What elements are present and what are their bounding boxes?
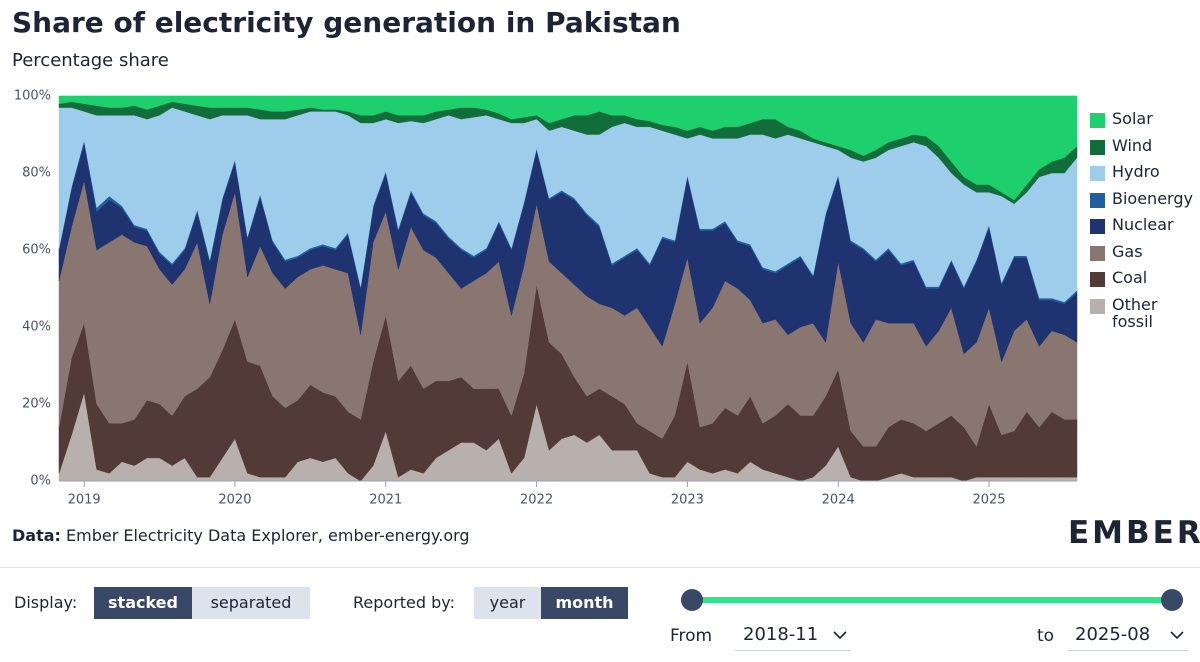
legend-label: Wind	[1112, 135, 1153, 155]
display-button[interactable]: separated	[192, 587, 310, 619]
legend-label: Gas	[1112, 241, 1143, 261]
y-tick-label: 40%	[22, 320, 51, 335]
legend-label: Bioenergy	[1112, 188, 1193, 208]
from-label: From	[670, 626, 713, 646]
legend-item: Hydro	[1090, 163, 1200, 190]
area	[58, 95, 1078, 201]
legend-label: Other fossil	[1112, 294, 1158, 331]
legend-label: Solar	[1112, 109, 1153, 128]
chart-title: Share of electricity generation in Pakis…	[12, 6, 681, 39]
legend-label: Hydro	[1112, 162, 1160, 181]
x-tick-label: 2022	[520, 493, 553, 508]
legend-swatch	[1090, 245, 1105, 261]
from-dropdown[interactable]: 2018-11	[735, 620, 851, 651]
legend-swatch	[1090, 139, 1105, 155]
legend-item: Nuclear	[1090, 216, 1200, 243]
y-tick-label: 60%	[22, 243, 51, 258]
legend-swatch	[1090, 166, 1105, 181]
source-label: Data:	[12, 526, 61, 545]
legend-swatch	[1090, 192, 1105, 208]
slider-handle[interactable]	[681, 589, 703, 611]
display-label: Display:	[14, 593, 78, 612]
y-tick-label: 80%	[22, 166, 51, 181]
reported-button[interactable]: month	[541, 587, 628, 619]
legend-swatch	[1090, 272, 1105, 287]
range-slider[interactable]	[692, 597, 1172, 603]
divider	[0, 567, 1200, 568]
y-tick-label: 0%	[30, 474, 51, 489]
legend-item: Coal	[1090, 269, 1200, 296]
x-tick-label: 2025	[972, 493, 1005, 508]
y-tick-label: 100%	[14, 89, 51, 104]
legend-label: Coal	[1112, 268, 1148, 287]
legend-item: Wind	[1090, 137, 1200, 164]
x-tick-label: 2020	[218, 493, 251, 508]
chevron	[1170, 631, 1184, 640]
legend-swatch	[1090, 113, 1105, 128]
x-tick-label: 2021	[369, 493, 402, 508]
y-tick-label: 20%	[22, 397, 51, 412]
x-tick-label: 2024	[822, 493, 855, 508]
x-tick-label: 2019	[68, 493, 101, 508]
to-value: 2025-08	[1075, 624, 1151, 645]
chevron	[833, 631, 847, 640]
from-value: 2018-11	[743, 624, 819, 645]
legend-swatch	[1090, 219, 1105, 234]
legend-item: Solar	[1090, 110, 1200, 137]
source-text: Ember Electricity Data Explorer, ember-e…	[66, 526, 470, 545]
source: Data: Ember Electricity Data Explorer, e…	[12, 526, 470, 545]
chart-subtitle: Percentage share	[12, 50, 169, 71]
legend-item: Gas	[1090, 243, 1200, 270]
display-button[interactable]: stacked	[94, 587, 192, 619]
legend: Solar Wind Hydro Bioenergy Nuclear Gas Coal Oth…	[1090, 110, 1200, 330]
reported-button[interactable]: year	[474, 587, 541, 619]
legend-swatch	[1090, 298, 1105, 314]
slider-handle[interactable]	[1161, 589, 1183, 611]
to-dropdown[interactable]: 2025-08	[1068, 620, 1188, 651]
to-label: to	[1037, 626, 1055, 646]
legend-item: Other fossil	[1090, 296, 1200, 330]
legend-item: Bioenergy	[1090, 190, 1200, 217]
x-tick-label: 2023	[671, 493, 704, 508]
legend-label: Nuclear	[1112, 215, 1174, 234]
brand-logo: EMBER	[1068, 515, 1200, 551]
reported-label: Reported by:	[353, 593, 455, 612]
